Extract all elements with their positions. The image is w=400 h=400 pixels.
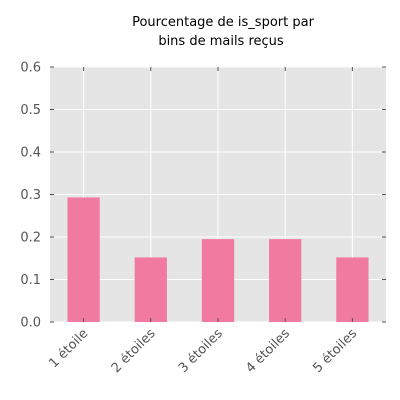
x-tick-label: 2 étoiles xyxy=(109,326,159,376)
bar xyxy=(336,257,369,322)
bar xyxy=(269,239,302,322)
x-tick-label: 1 étoile xyxy=(46,326,91,371)
bar xyxy=(67,197,100,322)
y-tick-label: 0.4 xyxy=(20,146,41,161)
y-tick-label: 0.5 xyxy=(20,103,41,118)
bar xyxy=(134,257,167,322)
chart-title-line-2: bins de mails reçus xyxy=(158,34,284,49)
tick-layer xyxy=(50,66,386,323)
y-tick-label: 0.2 xyxy=(20,231,41,246)
chart-title-line-1: Pourcentage de is_sport par xyxy=(132,15,314,30)
x-tick-label: 4 étoiles xyxy=(243,326,293,376)
x-tick-label: 5 étoiles xyxy=(310,326,360,376)
y-tick-label: 0.3 xyxy=(20,188,41,203)
y-tick-label: 0.0 xyxy=(20,316,41,331)
x-tick-label: 3 étoiles xyxy=(176,326,226,376)
y-tick-label: 0.1 xyxy=(20,273,41,288)
bar xyxy=(201,239,235,322)
bar-layer xyxy=(67,197,369,322)
y-tick-label: 0.6 xyxy=(20,61,41,76)
